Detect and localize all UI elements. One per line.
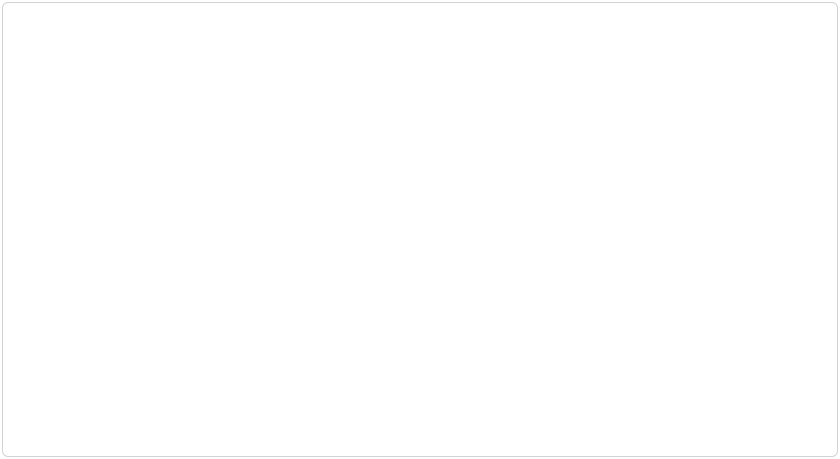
line-chart-plot	[3, 3, 839, 458]
